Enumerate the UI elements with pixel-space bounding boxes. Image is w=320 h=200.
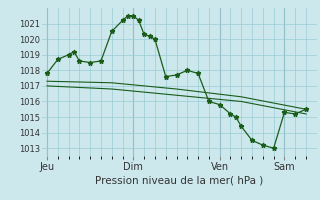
X-axis label: Pression niveau de la mer( hPa ): Pression niveau de la mer( hPa ) — [95, 176, 263, 186]
